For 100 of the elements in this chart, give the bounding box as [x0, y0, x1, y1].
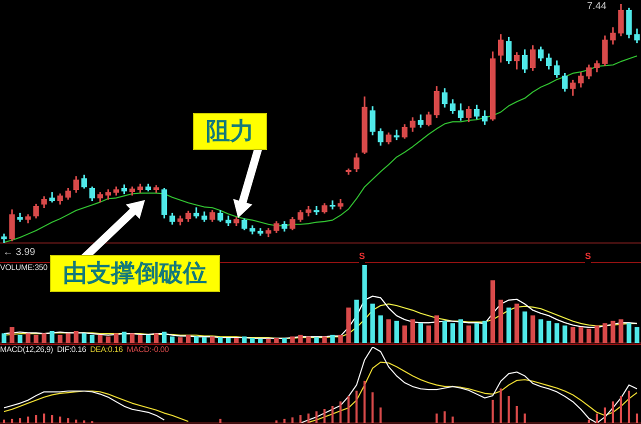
bar [298, 334, 303, 343]
text: S [585, 251, 592, 263]
bar [66, 333, 70, 343]
bar [114, 333, 119, 343]
bar [122, 332, 127, 343]
bar [482, 320, 488, 343]
bar [226, 338, 231, 343]
bar [492, 400, 494, 423]
bar [98, 334, 102, 343]
candlestick [1, 234, 7, 243]
bar [75, 420, 78, 423]
bar [194, 336, 199, 343]
bar [628, 390, 630, 423]
text: DIF:0.16 [56, 345, 86, 354]
bar [2, 420, 6, 423]
chart-title: VOLUME:350 [0, 263, 48, 272]
bar [347, 396, 350, 423]
bar [602, 323, 608, 343]
bar [59, 416, 62, 423]
bar [508, 396, 510, 423]
bar [346, 308, 351, 343]
bar [258, 338, 263, 343]
bar [452, 416, 454, 423]
bar [450, 323, 456, 343]
bar [74, 330, 78, 343]
bar [370, 304, 375, 343]
bar [604, 407, 606, 423]
bar [586, 328, 592, 343]
bar [394, 320, 399, 343]
bar [154, 333, 159, 343]
bar [636, 414, 638, 423]
bar [51, 415, 54, 423]
bar [578, 327, 584, 343]
bar [67, 418, 70, 423]
bar [307, 414, 310, 423]
bar [506, 308, 512, 343]
bar [522, 311, 528, 343]
bar [626, 323, 632, 343]
text: MACD:-0.00 [126, 345, 169, 354]
bar [524, 414, 526, 423]
bar [386, 319, 391, 343]
bar [546, 320, 552, 343]
candlestick [314, 206, 320, 215]
bar [34, 415, 38, 423]
bar [146, 334, 151, 343]
bar [330, 334, 335, 343]
bar [410, 319, 415, 343]
bar [554, 323, 560, 343]
bar [362, 265, 367, 343]
bar [42, 333, 46, 343]
bar [442, 320, 448, 343]
bar [498, 300, 504, 343]
bar [314, 337, 319, 343]
bar [588, 420, 590, 423]
bar [50, 330, 54, 343]
bar [282, 338, 287, 343]
bar [42, 414, 46, 423]
candlestick [330, 200, 336, 210]
bar [82, 333, 86, 343]
bar [18, 418, 22, 423]
bar [372, 392, 374, 423]
bar [170, 336, 175, 343]
bar [474, 323, 480, 343]
bar [436, 414, 438, 423]
bar [323, 408, 326, 423]
bar [18, 334, 22, 343]
bar [618, 319, 624, 343]
bar [514, 304, 520, 343]
bar [106, 336, 110, 343]
bar [250, 338, 255, 343]
bar [290, 336, 295, 343]
bar [339, 401, 342, 423]
chart-title: MACD(12,26,9) [0, 345, 53, 354]
bar [530, 315, 536, 343]
bar [178, 337, 183, 343]
bar [380, 407, 382, 423]
bar [34, 334, 38, 343]
bar [138, 334, 143, 343]
bar [610, 320, 616, 343]
bar [315, 411, 318, 423]
bar [130, 333, 135, 343]
bar [466, 326, 472, 343]
text: ← 3.99 [3, 246, 36, 259]
bar [234, 338, 239, 343]
bar [338, 334, 343, 343]
bar [418, 323, 423, 343]
bar [202, 337, 207, 343]
text: DEA:0.16 [90, 345, 123, 354]
bar [500, 388, 502, 423]
bar [306, 336, 311, 343]
text: S [359, 251, 366, 263]
annotation: 阻力 [193, 113, 267, 150]
bar [2, 333, 6, 343]
bar [322, 336, 327, 343]
bar [299, 415, 302, 423]
bar [570, 327, 576, 343]
bar [90, 334, 94, 343]
bar [58, 334, 62, 343]
bar [266, 338, 271, 343]
annotation: 由支撑倒破位 [50, 255, 220, 292]
